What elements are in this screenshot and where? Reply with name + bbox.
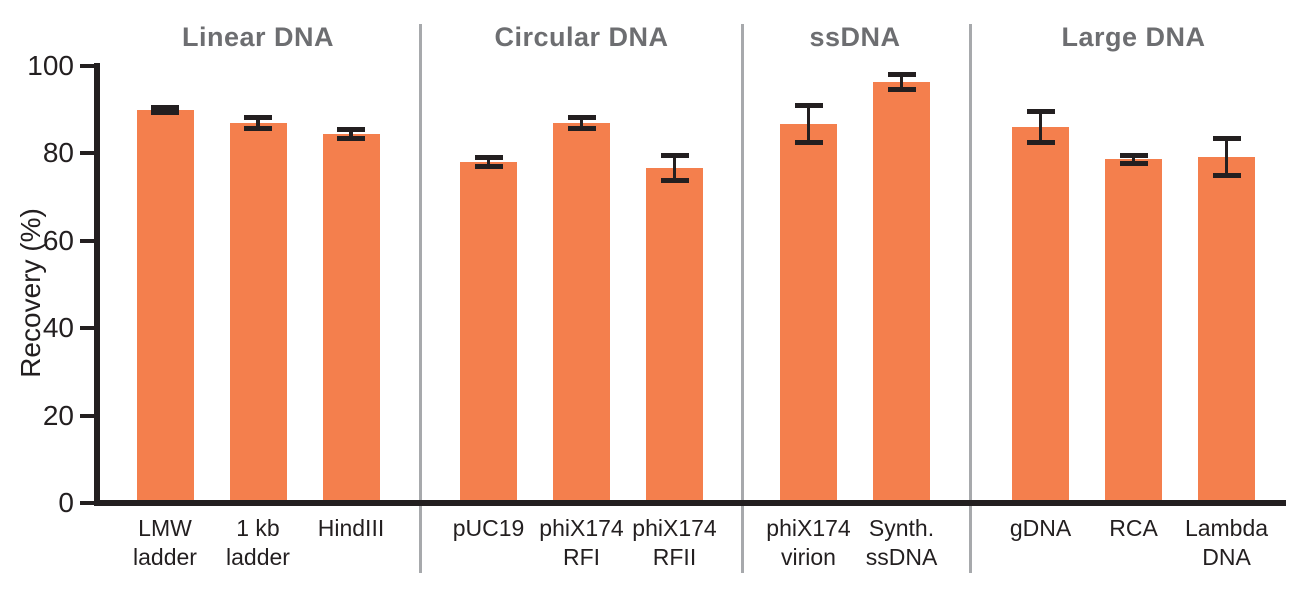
error-bar-cap-top (244, 115, 272, 121)
bar (553, 122, 610, 505)
group-title: Circular DNA (494, 22, 669, 52)
y-axis-tick-label: 60 (42, 224, 74, 256)
bar-label: 1 kb ladder (226, 515, 290, 570)
group-divider-line (740, 24, 744, 573)
error-bar-line (672, 155, 677, 181)
error-bar-cap-bottom (1026, 139, 1055, 145)
error-bar-cap-top (794, 103, 823, 109)
error-bar-cap-top (337, 127, 365, 133)
bar-label: LMW ladder (133, 515, 197, 570)
error-bar-line (899, 74, 904, 90)
bar-label: RCA (1109, 515, 1158, 541)
error-bar-line (806, 105, 811, 143)
error-bar-line (1038, 111, 1043, 143)
bar (646, 167, 703, 505)
error-bar-line (486, 157, 491, 167)
bar-label: Synth. ssDNA (865, 515, 938, 570)
y-axis-tick (80, 413, 94, 418)
error-bar-cap-top (1026, 109, 1055, 115)
error-bar-cap-top (151, 105, 179, 110)
bar-label: Lambda DNA (1184, 515, 1269, 570)
bar (873, 82, 930, 505)
error-bar-cap-bottom (151, 110, 179, 116)
group-title: Large DNA (1061, 22, 1206, 52)
bar (1012, 127, 1069, 505)
y-axis-tick-label: 100 (27, 50, 74, 81)
error-bar-line (256, 117, 260, 129)
error-bar-line (349, 129, 353, 139)
error-bar-cap-bottom (474, 164, 503, 170)
bar (1198, 156, 1255, 505)
error-bar-cap-bottom (1212, 172, 1241, 178)
y-axis-tick (80, 501, 94, 505)
y-axis-tick (80, 238, 94, 243)
error-bar-line (1131, 155, 1136, 163)
error-bar-cap-bottom (794, 139, 823, 145)
error-bar-cap-top (1212, 136, 1241, 142)
bar (460, 162, 517, 505)
group-title: Linear DNA (181, 22, 335, 52)
y-axis-line (94, 63, 100, 506)
bar-label: phiX174 RFI (539, 515, 624, 570)
bar (136, 110, 194, 505)
bar (229, 122, 287, 505)
error-bar-line (163, 107, 167, 113)
group-divider-line (418, 24, 422, 573)
y-axis-tick (80, 326, 94, 331)
y-axis-tick-label: 0 (58, 487, 74, 518)
error-bar-cap-bottom (1119, 160, 1148, 166)
x-axis-line (94, 500, 1286, 506)
bar (322, 134, 380, 505)
error-bar-cap-bottom (887, 87, 916, 93)
group-title: ssDNA (809, 22, 901, 52)
error-bar-cap-bottom (660, 177, 689, 183)
error-bar-cap-top (474, 154, 503, 160)
error-bar-cap-top (567, 114, 596, 120)
y-axis-tick-label: 20 (42, 399, 74, 431)
y-axis-tick-label: 80 (42, 137, 74, 169)
error-bar-cap-bottom (244, 125, 272, 131)
bar-label: HindIII (317, 515, 385, 541)
bar-label: gDNA (1009, 515, 1072, 541)
bar (1105, 159, 1162, 505)
error-bar-cap-bottom (567, 125, 596, 131)
error-bar-cap-bottom (337, 136, 365, 142)
y-axis-tick (80, 151, 94, 156)
bar-label: phiX174 RFII (632, 515, 717, 570)
y-axis-tick (80, 64, 94, 68)
group-divider-line (968, 24, 972, 573)
error-bar-cap-top (1119, 152, 1148, 158)
error-bar-line (579, 117, 584, 129)
y-axis-tick-label: 40 (42, 312, 74, 344)
bar (780, 124, 837, 505)
bar-label: phiX174 virion (766, 515, 851, 570)
error-bar-line (1224, 138, 1229, 176)
error-bar-cap-top (660, 152, 689, 158)
bar-label: pUC19 (452, 515, 525, 541)
error-bar-cap-top (887, 72, 916, 78)
